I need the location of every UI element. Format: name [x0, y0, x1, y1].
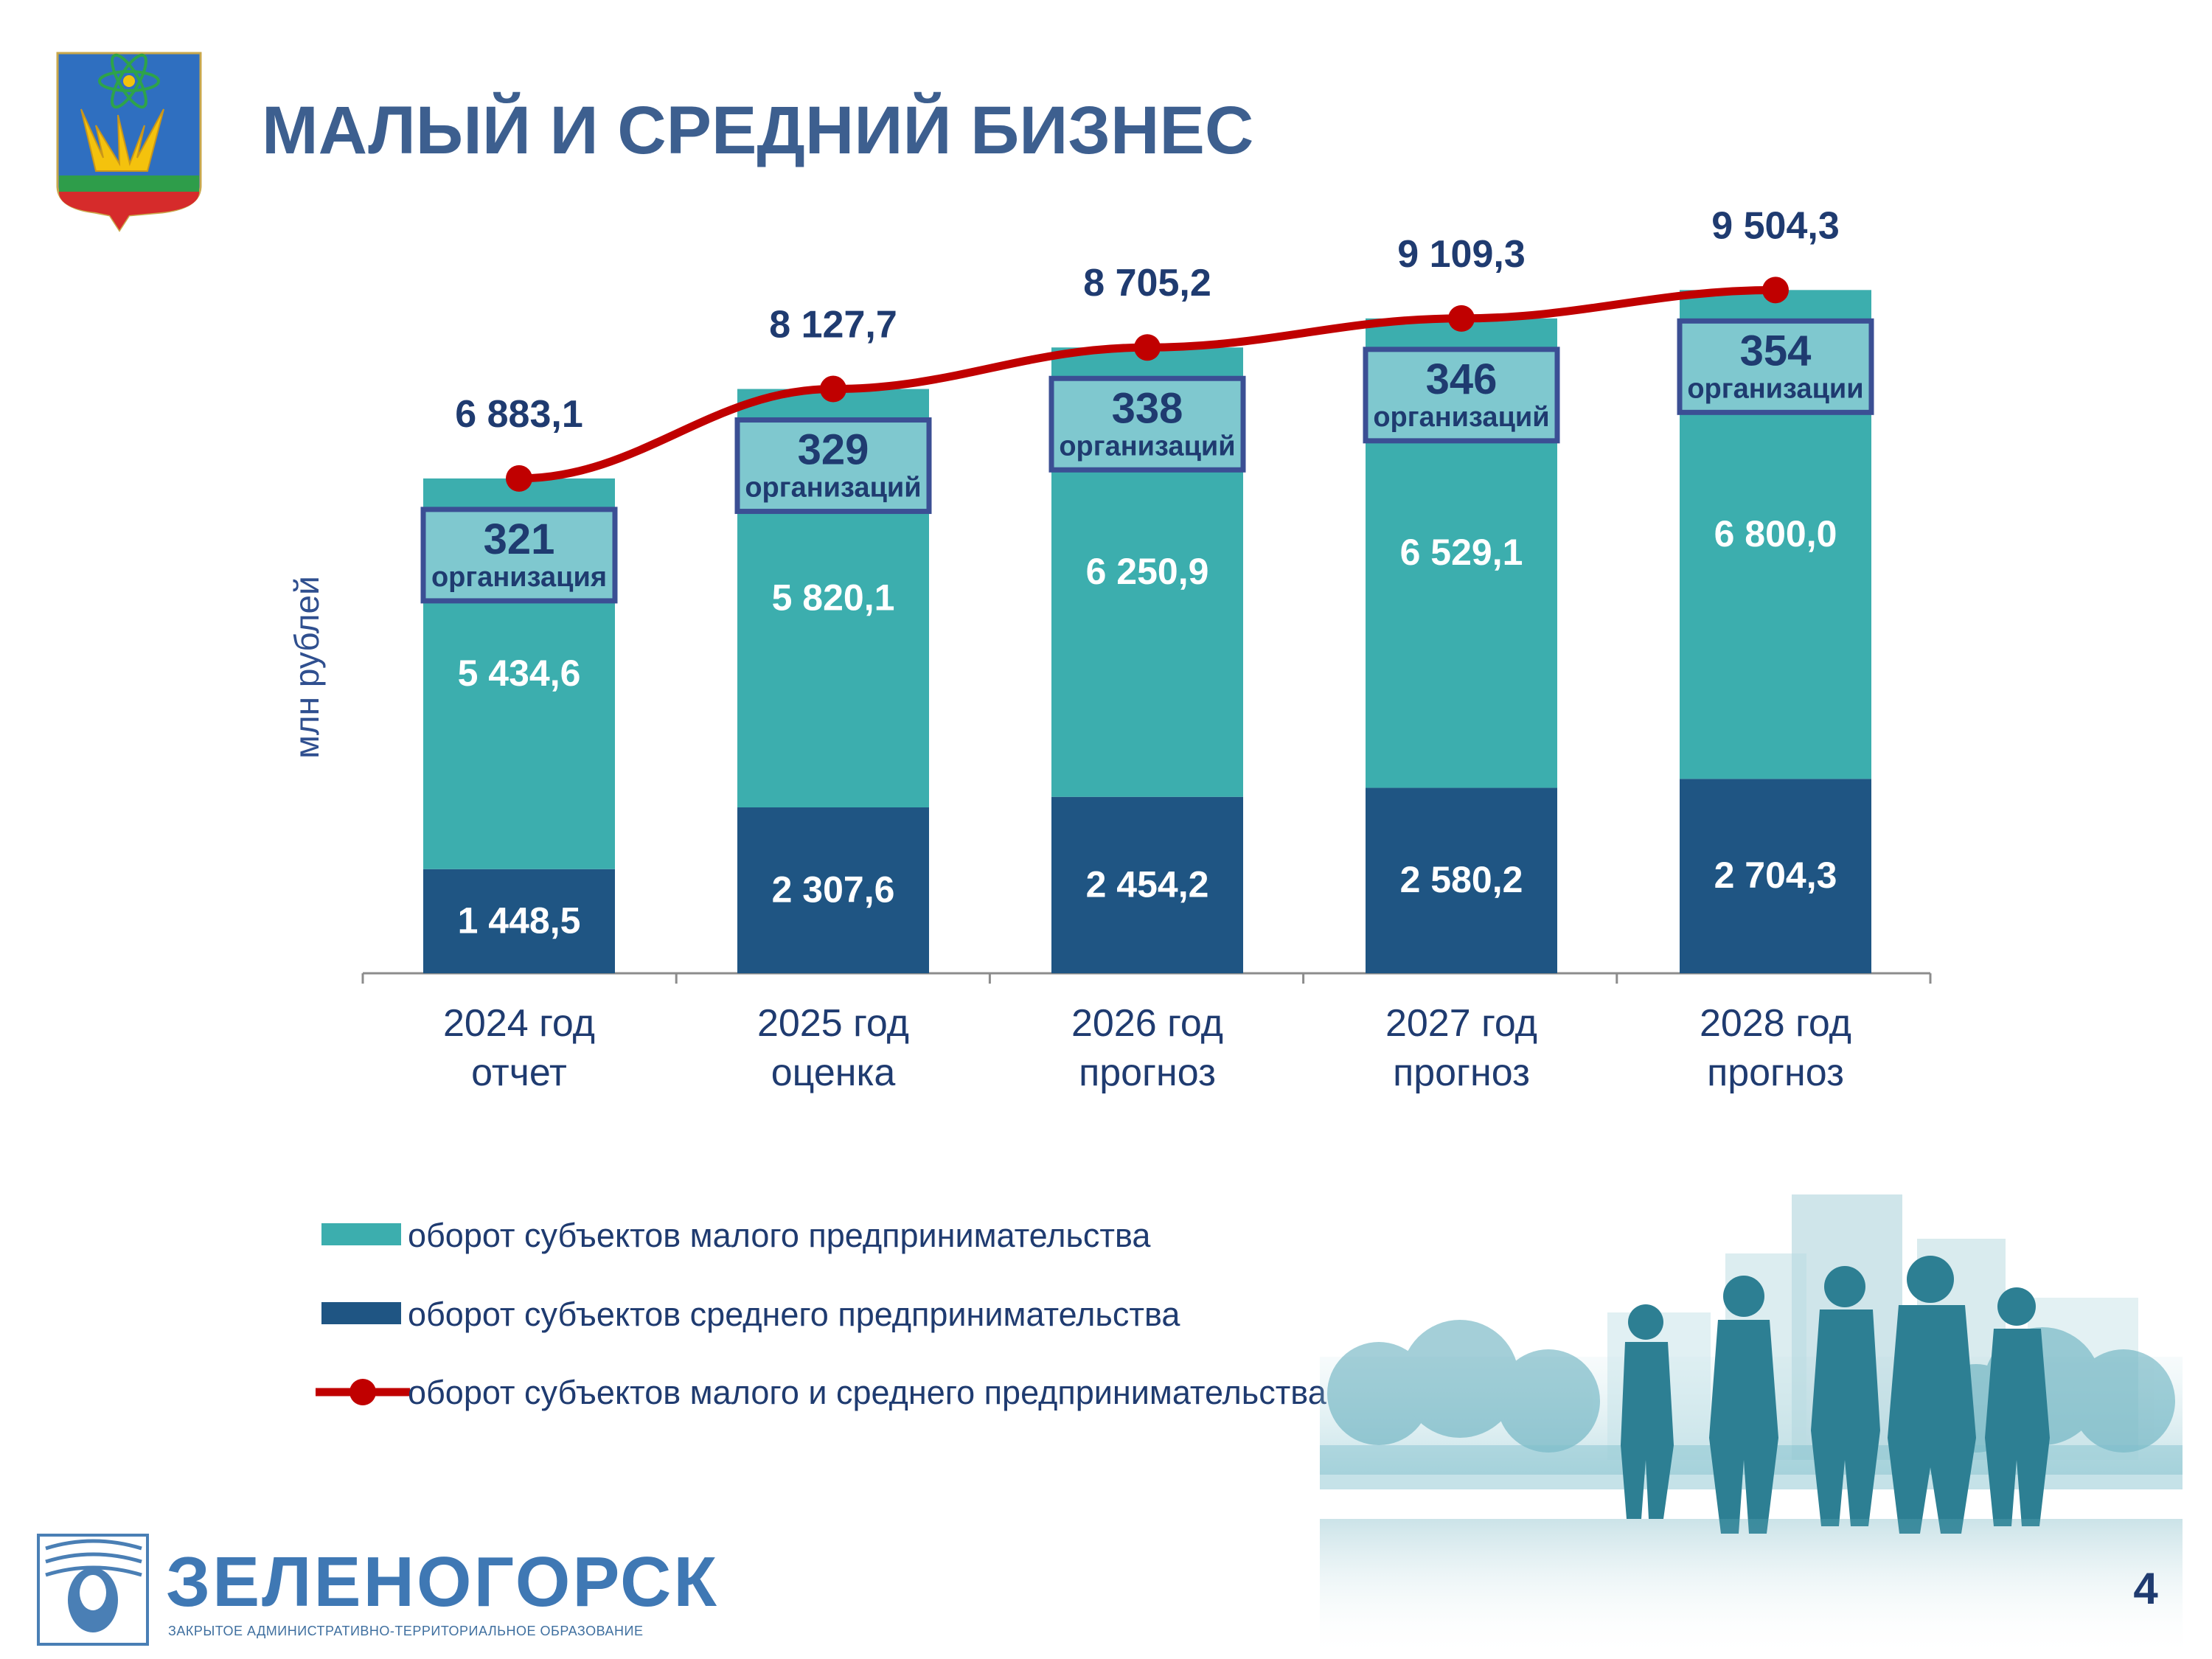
organizations-label: организаций	[1059, 431, 1235, 462]
data-label-small: 6 529,1	[1400, 532, 1523, 573]
data-label-total: 9 504,3	[1711, 204, 1840, 247]
business-people-illustration	[1320, 1194, 2183, 1659]
data-label-total: 8 705,2	[1083, 262, 1211, 305]
category-label-year: 2025 год	[757, 1002, 909, 1045]
total-point	[1134, 334, 1161, 361]
organizations-count: 346	[1426, 355, 1498, 403]
bar-medium-business	[737, 807, 929, 973]
organizations-box	[1363, 347, 1560, 444]
data-label-total: 9 109,3	[1397, 233, 1526, 276]
category-label-type: отчет	[471, 1051, 567, 1094]
bar-medium-business	[423, 869, 615, 973]
legend-label: оборот субъектов среднего предпринимател…	[408, 1295, 1180, 1333]
data-label-small: 5 820,1	[772, 577, 895, 618]
legend-swatch	[321, 1302, 401, 1324]
legend-marker	[349, 1379, 376, 1405]
data-label-medium: 2 704,3	[1714, 855, 1837, 896]
bar-medium-business	[1680, 779, 1871, 973]
legend-label: оборот субъектов малого и среднего предп…	[408, 1374, 1327, 1411]
total-point	[820, 375, 846, 403]
data-label-total: 8 127,7	[769, 304, 897, 347]
organizations-count: 338	[1112, 384, 1183, 432]
organizations-count: 354	[1740, 327, 1812, 375]
y-axis-label: млн рублей	[288, 576, 326, 759]
legend-label: оборот субъектов малого предпринимательс…	[408, 1217, 1151, 1254]
data-label-medium: 1 448,5	[458, 900, 581, 941]
category-label-year: 2024 год	[443, 1002, 595, 1045]
data-label-total: 6 883,1	[455, 393, 583, 436]
data-label-medium: 2 580,2	[1400, 859, 1523, 900]
logo-subtitle: ЗАКРЫТОЕ АДМИНИСТРАТИВНО-ТЕРРИТОРИАЛЬНОЕ…	[168, 1624, 643, 1638]
category-label-year: 2026 год	[1071, 1002, 1223, 1045]
logo-city-name: ЗЕЛЕНОГОРСК	[166, 1543, 719, 1621]
page-title: МАЛЫЙ И СРЕДНИЙ БИЗНЕС	[262, 91, 1253, 168]
category-label-type: прогноз	[1079, 1051, 1216, 1094]
data-label-small: 5 434,6	[458, 653, 581, 694]
organizations-label: организаций	[1373, 402, 1549, 433]
city-emblem-icon	[37, 1534, 149, 1646]
data-label-small: 6 800,0	[1714, 513, 1837, 554]
organizations-label: организации	[1687, 373, 1863, 404]
organizations-label: организаций	[745, 473, 921, 504]
data-label-medium: 2 454,2	[1086, 863, 1209, 905]
data-label-medium: 2 307,6	[772, 869, 895, 911]
organizations-count: 329	[798, 426, 869, 474]
coat-of-arms-icon	[56, 52, 202, 232]
total-point	[1762, 276, 1789, 304]
total-point	[506, 465, 532, 492]
legend-swatch	[321, 1223, 401, 1245]
chart-legend: оборот субъектов малого предпринимательс…	[316, 1217, 1327, 1411]
data-label-small: 6 250,9	[1086, 551, 1209, 592]
category-label-type: прогноз	[1393, 1051, 1530, 1094]
bar-medium-business	[1051, 796, 1243, 973]
category-label-year: 2028 год	[1700, 1002, 1851, 1045]
bar-medium-business	[1366, 787, 1557, 973]
category-label-type: оценка	[771, 1051, 896, 1094]
category-label-type: прогноз	[1707, 1051, 1844, 1094]
organizations-box	[1048, 375, 1246, 473]
organizations-count: 321	[484, 515, 555, 563]
organizations-box	[420, 507, 618, 604]
organizations-label: организация	[431, 562, 607, 593]
total-point	[1448, 305, 1475, 332]
page-number: 4	[2133, 1564, 2158, 1613]
category-label-year: 2027 год	[1385, 1002, 1537, 1045]
organizations-box	[734, 417, 932, 515]
zelenogorsk-logo: ЗЕЛЕНОГОРСК ЗАКРЫТОЕ АДМИНИСТРАТИВНО-ТЕР…	[37, 1534, 719, 1646]
organizations-box	[1677, 318, 1874, 415]
